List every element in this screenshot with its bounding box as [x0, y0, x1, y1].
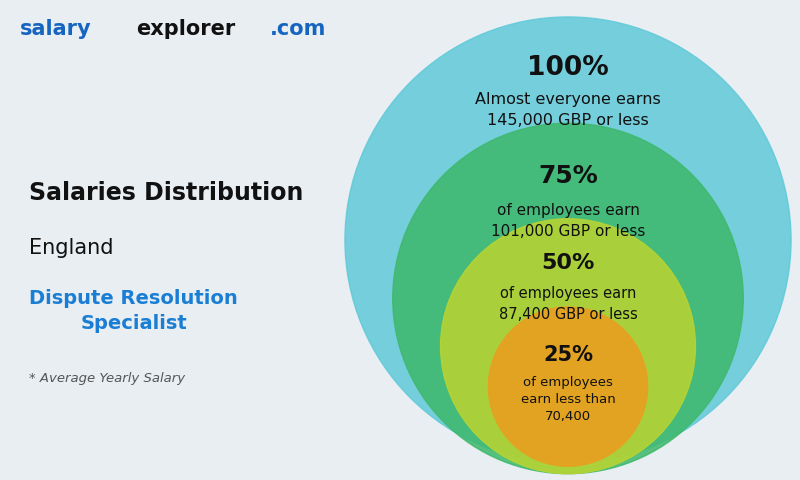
Circle shape — [345, 17, 791, 463]
Text: explorer: explorer — [136, 19, 235, 39]
Text: 100%: 100% — [527, 55, 609, 81]
Text: Almost everyone earns
145,000 GBP or less: Almost everyone earns 145,000 GBP or les… — [475, 93, 661, 129]
Text: 75%: 75% — [538, 164, 598, 188]
Text: Dispute Resolution
Specialist: Dispute Resolution Specialist — [30, 289, 238, 333]
Text: 50%: 50% — [542, 253, 594, 274]
Text: England: England — [30, 238, 114, 258]
Circle shape — [488, 307, 648, 466]
Circle shape — [393, 123, 743, 474]
Text: Salaries Distribution: Salaries Distribution — [30, 181, 304, 205]
Text: .com: .com — [270, 19, 326, 39]
Text: * Average Yearly Salary: * Average Yearly Salary — [30, 372, 186, 385]
Text: 25%: 25% — [543, 345, 593, 365]
Text: of employees
earn less than
70,400: of employees earn less than 70,400 — [521, 376, 615, 423]
Text: of employees earn
87,400 GBP or less: of employees earn 87,400 GBP or less — [498, 286, 638, 322]
Text: of employees earn
101,000 GBP or less: of employees earn 101,000 GBP or less — [491, 203, 645, 239]
Text: salary: salary — [20, 19, 92, 39]
Circle shape — [441, 219, 695, 474]
